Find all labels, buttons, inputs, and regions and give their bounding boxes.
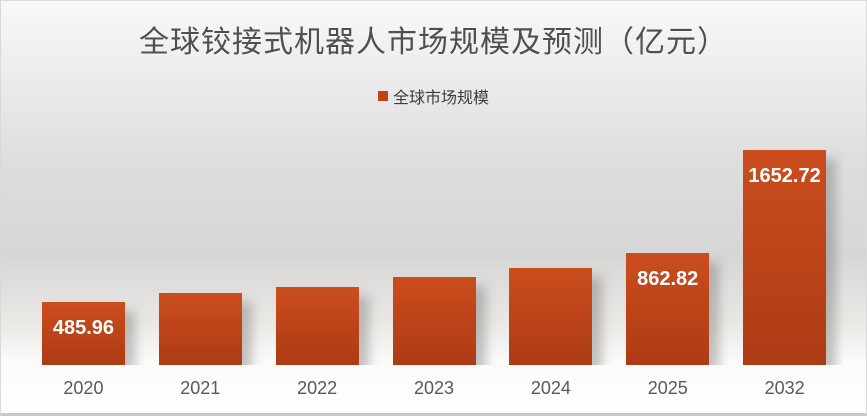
legend-label: 全球市场规模 <box>392 90 489 107</box>
chart-title: 全球铰接式机器人市场规模及预测（亿元） <box>139 26 728 59</box>
x-axis-label-2025: 2025 <box>647 378 688 398</box>
bar-column: 862.82 <box>609 121 726 365</box>
bar-2023[interactable] <box>392 277 476 365</box>
bar-column <box>142 121 259 365</box>
bar-2024[interactable] <box>509 268 593 365</box>
x-axis-label-2032: 2032 <box>764 378 805 398</box>
data-label: 862.82 <box>637 268 699 290</box>
plot-area: 485.96 862.82 1652.72 <box>25 121 843 365</box>
bar-2021[interactable] <box>158 293 242 365</box>
x-axis-label-2022: 2022 <box>297 378 338 398</box>
x-axis: 2020 2021 2022 2023 2024 2025 2032 <box>25 378 843 404</box>
bar-column: 485.96 <box>25 121 142 365</box>
bar-2022[interactable] <box>275 287 359 365</box>
bar-2032[interactable]: 1652.72 <box>743 150 827 365</box>
bar-column <box>376 121 493 365</box>
bar-2020[interactable]: 485.96 <box>41 302 125 365</box>
bar-2025[interactable]: 862.82 <box>626 253 710 365</box>
x-axis-label-2021: 2021 <box>180 378 221 398</box>
bar-column <box>259 121 376 365</box>
legend-marker-icon <box>377 91 388 101</box>
x-axis-label-2024: 2024 <box>530 378 571 398</box>
bar-column <box>492 121 609 365</box>
data-label: 1652.72 <box>748 165 821 187</box>
bar-column: 1652.72 <box>726 121 843 365</box>
data-label: 485.96 <box>52 317 114 339</box>
legend[interactable]: 全球市场规模 <box>1 84 866 108</box>
x-axis-label-2023: 2023 <box>413 378 455 398</box>
x-axis-label-2020: 2020 <box>63 378 104 398</box>
